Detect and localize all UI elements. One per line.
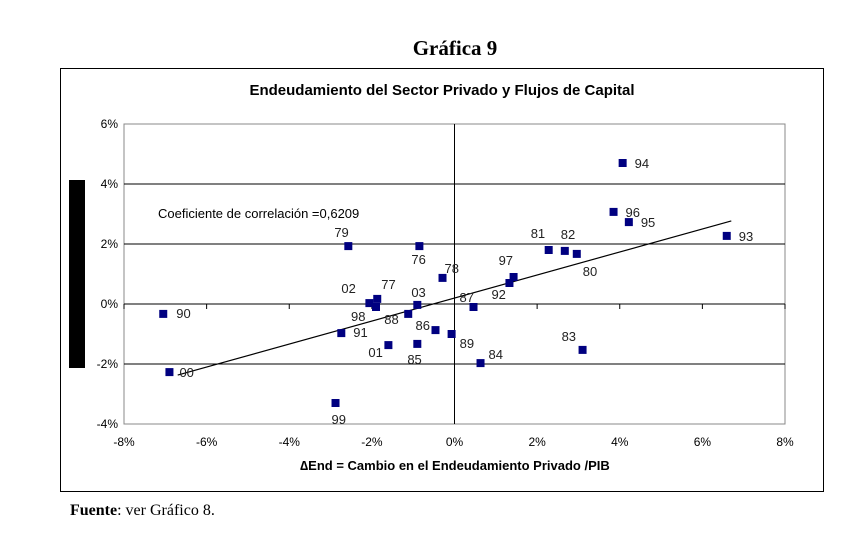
data-point [165,368,174,377]
data-label: 96 [626,205,640,220]
data-point [404,309,413,318]
data-label: 87 [460,290,474,305]
data-label: 78 [445,261,459,276]
x-axis-label: ∆End = Cambio en el Endeudamiento Privad… [300,458,610,473]
data-label: 82 [561,227,575,242]
source-text: : ver Gráfico 8. [117,502,215,519]
data-point [159,309,168,318]
data-label: 81 [531,226,545,241]
data-point [624,218,633,227]
data-point [447,330,456,338]
figure-title: Gráfica 9 [412,36,498,60]
data-label: 80 [583,264,597,279]
data-point [572,249,581,258]
x-tick-label: 8% [776,435,794,449]
data-point [431,326,440,335]
data-point [578,345,587,354]
y-tick-label: 2% [101,237,119,251]
data-point [413,339,422,348]
data-label: 85 [407,352,421,367]
x-tick-label: 0% [446,435,464,449]
data-label: 84 [489,347,503,362]
x-tick-label: 4% [611,435,629,449]
y-tick-label: -4% [97,417,119,431]
x-tick-label: -2% [361,435,383,449]
data-label: 93 [739,229,753,244]
x-tick-label: 6% [694,435,712,449]
data-label: 76 [411,252,425,267]
data-point [560,246,569,255]
chart-title: Endeudamiento del Sector Privado y Flujo… [249,82,635,99]
data-label: 83 [562,329,576,344]
data-point [509,273,518,281]
data-label: 99 [332,412,346,427]
data-label: 00 [179,365,193,380]
data-label: 86 [415,318,429,333]
source-label: Fuente [70,502,118,519]
data-point [722,231,731,240]
y-tick-label: -2% [97,357,119,371]
data-label: 94 [635,156,649,171]
data-label: 01 [368,345,382,360]
y-tick-label: 6% [101,117,119,131]
y-tick-label: 4% [101,177,119,191]
data-point [505,279,514,287]
data-point [413,300,422,309]
y-tick-label: 0% [101,297,119,311]
data-label: 98 [351,309,365,324]
data-point [365,299,374,308]
side-black-bar [69,180,85,368]
source-note: Fuente: ver Gráfico 8. [70,502,215,520]
data-point [384,341,393,350]
data-point [344,242,353,251]
data-label: 02 [341,281,355,296]
data-point [331,399,340,407]
data-label: 88 [384,312,398,327]
chart-frame [60,68,824,492]
data-label: 89 [460,336,474,351]
data-point [372,303,381,311]
data-label: 90 [176,306,190,321]
data-label: 95 [641,215,655,230]
data-point [618,159,627,167]
data-point [476,359,485,368]
data-label: 92 [491,287,505,302]
x-tick-label: -6% [196,435,218,449]
data-point [415,242,424,251]
data-point [438,273,447,282]
data-point [544,246,553,254]
x-tick-label: -8% [113,435,135,449]
data-label: 77 [381,277,395,292]
x-tick-label: -4% [279,435,301,449]
trendline [177,220,732,376]
x-tick-label: 2% [528,435,546,449]
data-label: 91 [353,325,367,340]
correlation-annotation: Coeficiente de correlación =0,6209 [158,206,360,221]
data-point [609,207,618,216]
data-point [337,329,346,338]
data-label: 97 [499,253,513,268]
data-point [373,294,382,303]
data-label: 79 [334,225,348,240]
data-label: 03 [411,285,425,300]
data-point [469,303,478,311]
